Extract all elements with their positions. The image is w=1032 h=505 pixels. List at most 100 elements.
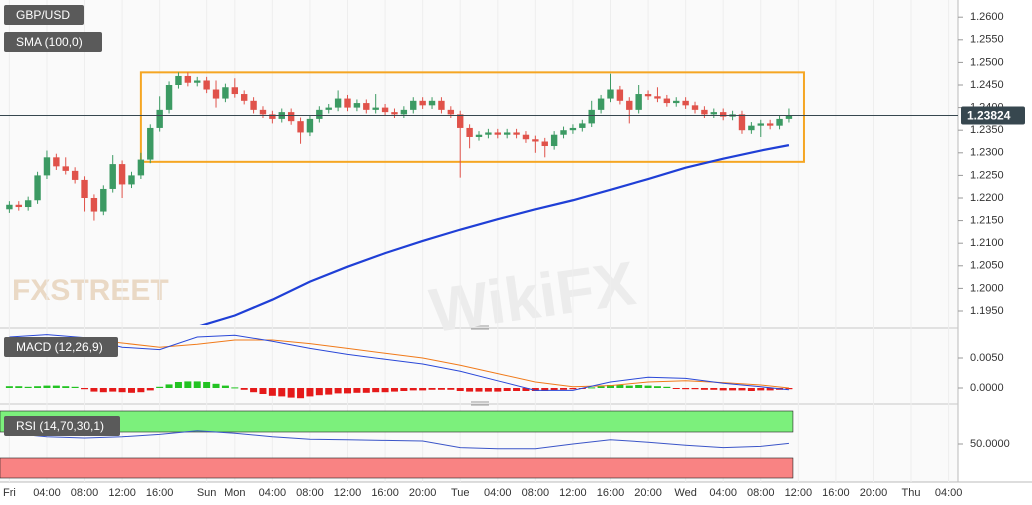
- histogram-bar: [729, 388, 737, 391]
- histogram-bar: [268, 388, 276, 396]
- candle-body: [466, 127, 473, 137]
- y-tick-label: 1.2250: [970, 169, 1004, 181]
- histogram-bar: [447, 388, 455, 390]
- y-tick-label: 1.2550: [970, 34, 1004, 46]
- candle-body: [738, 114, 746, 131]
- histogram-bar: [738, 388, 746, 391]
- candle-body: [316, 109, 323, 119]
- legend: GBP/USD SMA (100,0) MACD (12,26,9) RSI (…: [4, 5, 120, 436]
- candle-body: [663, 98, 671, 104]
- x-tick-label: 16:00: [597, 487, 625, 499]
- histogram-bar: [259, 388, 267, 395]
- x-tick-label: 20:00: [634, 487, 662, 499]
- candle-body: [203, 80, 210, 90]
- x-tick-label: Fri: [3, 487, 16, 499]
- overbought-band: [0, 410, 794, 433]
- x-tick-label: 16:00: [371, 487, 399, 499]
- histogram-bar: [569, 388, 577, 390]
- candle-body: [485, 132, 492, 135]
- candle-body: [128, 175, 135, 185]
- histogram-bar: [710, 388, 718, 390]
- candle-body: [250, 100, 257, 110]
- histogram-bar: [334, 388, 342, 394]
- y-tick-label: 1.2200: [970, 192, 1004, 204]
- candle-body: [719, 112, 727, 117]
- x-tick-label: Mon: [224, 487, 245, 499]
- legend-box: [4, 337, 118, 357]
- histogram-bar: [597, 386, 605, 389]
- histogram-bar: [522, 388, 530, 392]
- candle-body: [269, 114, 276, 119]
- histogram-bar: [146, 388, 154, 391]
- candle-body: [6, 204, 13, 210]
- x-tick-label: 16:00: [146, 487, 174, 499]
- candle-body: [588, 109, 595, 124]
- candle-body: [363, 103, 370, 110]
- candle-body: [560, 130, 567, 135]
- histogram-bar: [766, 388, 774, 391]
- candle-body: [410, 100, 417, 110]
- histogram-bar: [381, 388, 389, 393]
- candle-body: [137, 159, 145, 176]
- candle-body: [691, 105, 699, 110]
- histogram-bar: [306, 388, 314, 397]
- candle-body: [231, 87, 239, 95]
- histogram-bar: [240, 388, 248, 390]
- candle-body: [222, 87, 229, 99]
- candle-body: [757, 123, 764, 126]
- histogram-bar: [250, 388, 258, 393]
- candle-body: [673, 100, 680, 104]
- histogram-bar: [691, 388, 699, 390]
- histogram-bar: [127, 388, 135, 393]
- y-tick-label: 1.2050: [970, 260, 1004, 272]
- candle-body: [550, 134, 558, 147]
- candle-body: [184, 75, 192, 83]
- histogram-bar: [156, 386, 164, 389]
- histogram-bar: [297, 388, 305, 399]
- candle-body: [24, 200, 32, 208]
- candle-body: [475, 134, 483, 137]
- candle-body: [109, 164, 116, 189]
- candle-body: [419, 100, 426, 106]
- legend-box: [4, 416, 120, 436]
- axis-background: [958, 0, 1032, 505]
- histogram-bar: [653, 386, 661, 389]
- histogram-bar: [644, 385, 652, 389]
- candle-body: [503, 132, 511, 135]
- histogram-bar: [24, 386, 32, 389]
- rsi-plot: [0, 410, 794, 479]
- annotation-box: [139, 71, 805, 163]
- candle-body: [53, 157, 60, 167]
- candle-body: [90, 197, 98, 212]
- x-tick-label: Wed: [674, 487, 696, 499]
- y-tick-label: 0.0050: [970, 352, 1004, 364]
- x-tick-label: 08:00: [71, 487, 99, 499]
- histogram-bar: [212, 383, 220, 389]
- histogram-bar: [43, 385, 51, 389]
- candle-body: [766, 123, 774, 126]
- histogram-bar: [503, 388, 511, 392]
- histogram-bar: [550, 388, 558, 391]
- histogram-bar: [437, 388, 445, 390]
- histogram-bar: [560, 388, 568, 390]
- candle-body: [81, 179, 88, 198]
- histogram-bar: [231, 387, 239, 389]
- resize-grip[interactable]: [471, 325, 489, 406]
- histogram-bar: [90, 388, 98, 392]
- x-tick-label: 20:00: [860, 487, 888, 499]
- legend-label: GBP/USD: [16, 8, 70, 22]
- candle-body: [62, 166, 69, 171]
- candles: [6, 71, 805, 325]
- last-price-label: 1.23824: [967, 109, 1011, 123]
- y-tick-label: 0.0000: [970, 382, 1004, 394]
- candle-body: [259, 109, 267, 115]
- candle-body: [391, 112, 398, 115]
- macd-line: [9, 334, 789, 391]
- candle-body: [156, 109, 163, 128]
- histogram-bar: [52, 385, 60, 389]
- candle-body: [118, 164, 126, 185]
- legend-box: [4, 5, 84, 25]
- histogram-bar: [71, 386, 79, 389]
- candle-body: [785, 115, 793, 119]
